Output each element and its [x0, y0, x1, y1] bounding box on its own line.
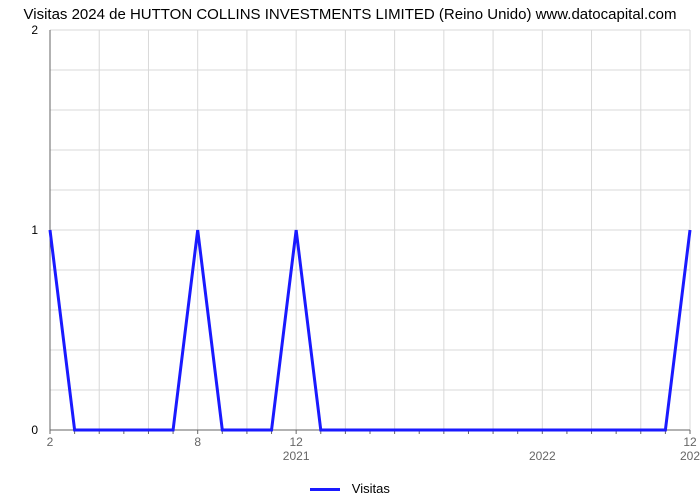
x-tick-label: 8 [194, 435, 201, 449]
x-year-label: 202 [680, 449, 700, 463]
line-chart: 01228121220212022202 [0, 0, 700, 500]
x-tick-label: 2 [47, 435, 54, 449]
y-tick-label: 2 [31, 23, 38, 37]
y-tick-label: 1 [31, 223, 38, 237]
legend: Visitas [0, 481, 700, 496]
x-tick-label: 12 [289, 435, 303, 449]
legend-swatch [310, 488, 340, 491]
y-tick-label: 0 [31, 423, 38, 437]
x-tick-label: 12 [683, 435, 697, 449]
x-year-label: 2021 [283, 449, 310, 463]
legend-label: Visitas [352, 481, 390, 496]
x-year-label: 2022 [529, 449, 556, 463]
data-line [50, 230, 690, 430]
